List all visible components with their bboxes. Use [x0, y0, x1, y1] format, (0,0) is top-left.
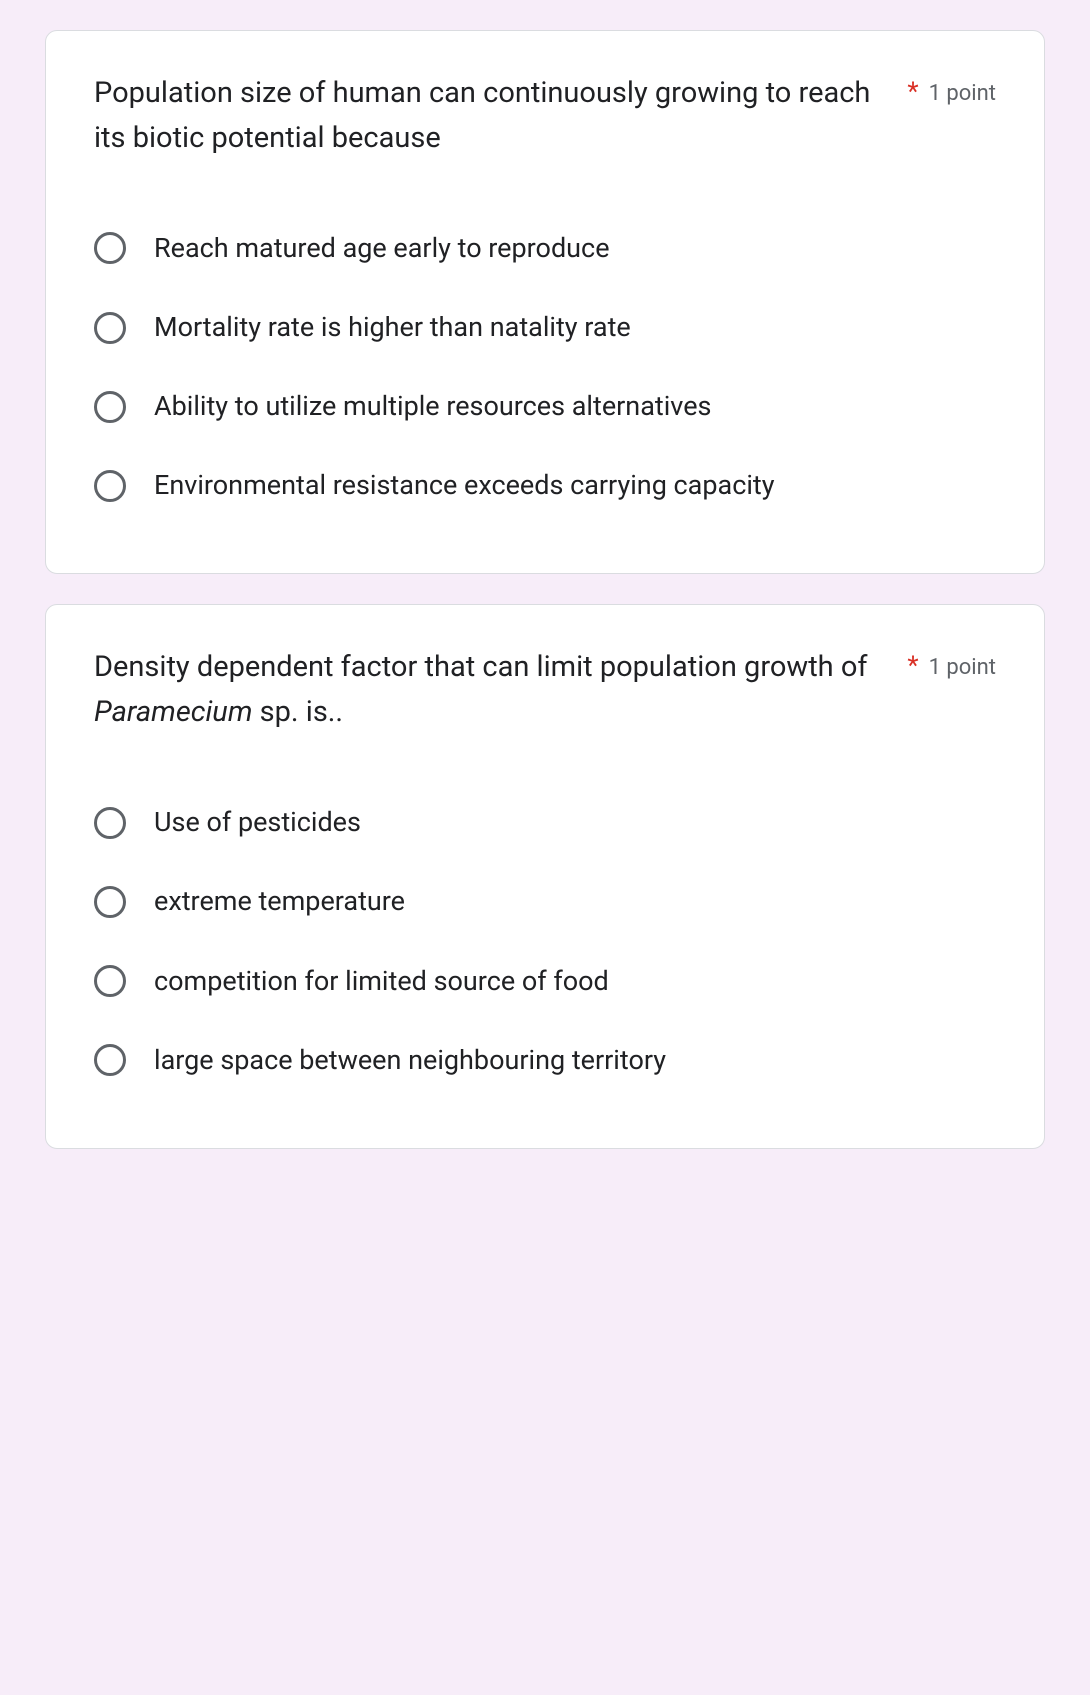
- question-text-post: sp. is..: [252, 695, 343, 729]
- radio-icon[interactable]: [94, 886, 126, 918]
- radio-icon[interactable]: [94, 470, 126, 502]
- option-row[interactable]: Environmental resistance exceeds carryin…: [94, 446, 996, 525]
- question-card: Population size of human can continuousl…: [45, 30, 1045, 574]
- option-row[interactable]: Ability to utilize multiple resources al…: [94, 367, 996, 446]
- option-label: Use of pesticides: [154, 803, 361, 842]
- option-row[interactable]: Mortality rate is higher than natality r…: [94, 288, 996, 367]
- option-label: extreme temperature: [154, 882, 405, 921]
- radio-icon[interactable]: [94, 312, 126, 344]
- option-row[interactable]: Reach matured age early to reproduce: [94, 209, 996, 288]
- required-mark: *: [907, 77, 918, 107]
- option-label: Mortality rate is higher than natality r…: [154, 308, 631, 347]
- radio-icon[interactable]: [94, 965, 126, 997]
- option-label: Environmental resistance exceeds carryin…: [154, 466, 775, 505]
- option-row[interactable]: Use of pesticides: [94, 783, 996, 862]
- option-label: Reach matured age early to reproduce: [154, 229, 610, 268]
- points-label: 1 point: [929, 655, 996, 680]
- option-label: competition for limited source of food: [154, 962, 609, 1001]
- radio-icon[interactable]: [94, 1044, 126, 1076]
- radio-icon[interactable]: [94, 807, 126, 839]
- option-row[interactable]: extreme temperature: [94, 862, 996, 941]
- points-wrap: * 1 point: [907, 71, 996, 107]
- option-row[interactable]: large space between neighbouring territo…: [94, 1021, 996, 1100]
- question-header: Population size of human can continuousl…: [94, 71, 996, 161]
- option-row[interactable]: competition for limited source of food: [94, 942, 996, 1021]
- option-label: large space between neighbouring territo…: [154, 1041, 666, 1080]
- radio-icon[interactable]: [94, 232, 126, 264]
- option-label: Ability to utilize multiple resources al…: [154, 387, 711, 426]
- question-text: Density dependent factor that can limit …: [94, 645, 907, 735]
- points-wrap: * 1 point: [907, 645, 996, 681]
- radio-icon[interactable]: [94, 391, 126, 423]
- question-text-pre: Density dependent factor that can limit …: [94, 650, 867, 684]
- question-text-italic: Paramecium: [94, 695, 252, 729]
- points-label: 1 point: [929, 81, 996, 106]
- question-card: Density dependent factor that can limit …: [45, 604, 1045, 1148]
- question-header: Density dependent factor that can limit …: [94, 645, 996, 735]
- required-mark: *: [907, 651, 918, 681]
- question-text: Population size of human can continuousl…: [94, 71, 907, 161]
